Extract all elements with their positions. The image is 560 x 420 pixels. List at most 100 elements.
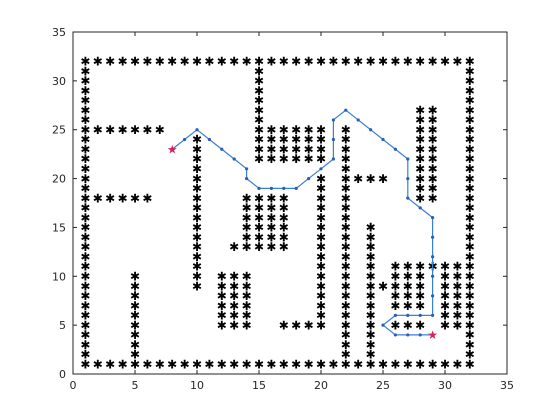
- obstacle-marker: ✱: [465, 318, 475, 332]
- obstacle-marker: ✱: [130, 357, 140, 371]
- obstacle-marker: ✱: [465, 240, 475, 254]
- obstacle-marker: ✱: [279, 230, 289, 244]
- x-tick-label: 10: [190, 379, 204, 392]
- obstacle-marker: ✱: [192, 357, 202, 371]
- obstacle-marker: ✱: [80, 191, 90, 205]
- obstacle-marker: ✱: [465, 338, 475, 352]
- obstacle-marker: ✱: [105, 123, 115, 137]
- obstacle-marker: ✱: [341, 318, 351, 332]
- obstacle-marker: ✱: [254, 211, 264, 225]
- path-point: [331, 137, 335, 142]
- obstacle-marker: ✱: [316, 123, 326, 137]
- obstacle-marker: ✱: [279, 123, 289, 137]
- obstacle-marker: ✱: [316, 191, 326, 205]
- obstacle-marker: ✱: [390, 260, 400, 274]
- obstacle-marker: ✱: [242, 299, 252, 313]
- marker-layer: ★★: [167, 143, 438, 343]
- obstacle-marker: ✱: [80, 142, 90, 156]
- obstacle-marker: ✱: [242, 211, 252, 225]
- obstacle-marker: ✱: [316, 230, 326, 244]
- obstacle-marker: ✱: [167, 55, 177, 69]
- path-point: [294, 186, 298, 190]
- obstacle-marker: ✱: [217, 289, 227, 303]
- path-point: [431, 216, 435, 220]
- obstacle-marker: ✱: [242, 240, 252, 254]
- obstacle-marker: ✱: [93, 191, 103, 205]
- obstacle-marker: ✱: [105, 55, 115, 69]
- obstacle-marker: ✱: [80, 279, 90, 293]
- obstacle-marker: ✱: [254, 84, 264, 98]
- obstacle-marker: ✱: [341, 133, 351, 147]
- obstacle-marker: ✱: [341, 182, 351, 196]
- obstacle-marker: ✱: [279, 191, 289, 205]
- obstacle-marker: ✱: [130, 309, 140, 323]
- obstacle-marker: ✱: [192, 162, 202, 176]
- path-point: [331, 118, 335, 122]
- obstacle-marker: ✱: [279, 221, 289, 235]
- obstacle-marker: ✱: [93, 123, 103, 137]
- obstacle-marker: ✱: [428, 133, 438, 147]
- obstacle-marker: ✱: [80, 260, 90, 274]
- obstacle-marker: ✱: [341, 250, 351, 264]
- obstacle-marker: ✱: [130, 191, 140, 205]
- obstacle-marker: ✱: [254, 123, 264, 137]
- obstacle-marker: ✱: [415, 172, 425, 186]
- obstacle-marker: ✱: [242, 289, 252, 303]
- obstacle-marker: ✱: [465, 289, 475, 303]
- obstacle-marker: ✱: [130, 289, 140, 303]
- obstacle-marker: ✱: [266, 201, 276, 215]
- obstacle-marker: ✱: [118, 123, 128, 137]
- obstacle-marker: ✱: [465, 74, 475, 88]
- obstacle-marker: ✱: [254, 230, 264, 244]
- x-tick-label: 35: [500, 379, 514, 392]
- obstacle-marker: ✱: [130, 269, 140, 283]
- obstacle-marker: ✱: [80, 230, 90, 244]
- obstacle-marker: ✱: [242, 230, 252, 244]
- obstacle-marker: ✱: [192, 201, 202, 215]
- obstacle-marker: ✱: [118, 357, 128, 371]
- obstacle-marker: ✱: [80, 221, 90, 235]
- obstacle-marker: ✱: [465, 191, 475, 205]
- path-point: [307, 176, 311, 181]
- obstacle-marker: ✱: [217, 309, 227, 323]
- obstacle-marker: ✱: [80, 309, 90, 323]
- obstacle-marker: ✱: [304, 123, 314, 137]
- obstacle-marker: ✱: [80, 357, 90, 371]
- obstacle-marker: ✱: [428, 191, 438, 205]
- obstacle-marker: ✱: [80, 240, 90, 254]
- obstacle-marker: ✱: [341, 221, 351, 235]
- path-point: [319, 167, 323, 171]
- obstacle-marker: ✱: [80, 123, 90, 137]
- obstacle-marker: ✱: [192, 182, 202, 196]
- path-point: [418, 206, 422, 210]
- obstacle-marker: ✱: [366, 299, 376, 313]
- obstacle-marker: ✱: [403, 269, 413, 283]
- obstacle-marker: ✱: [341, 201, 351, 215]
- path-point: [406, 157, 410, 161]
- obstacle-marker: ✱: [415, 113, 425, 127]
- obstacle-marker: ✱: [465, 103, 475, 117]
- obstacle-marker: ✱: [341, 338, 351, 352]
- obstacle-marker: ✱: [242, 55, 252, 69]
- obstacle-marker: ✱: [254, 191, 264, 205]
- path-point: [331, 157, 335, 161]
- obstacle-marker: ✱: [415, 279, 425, 293]
- obstacle-marker: ✱: [80, 201, 90, 215]
- path-point: [431, 274, 435, 278]
- obstacle-marker: ✱: [80, 133, 90, 147]
- path-point: [418, 313, 422, 317]
- obstacle-marker: ✱: [465, 230, 475, 244]
- obstacle-marker: ✱: [465, 221, 475, 235]
- obstacle-marker: ✱: [316, 142, 326, 156]
- obstacle-marker: ✱: [192, 279, 202, 293]
- obstacle-marker: ✱: [465, 55, 475, 69]
- obstacle-marker: ✱: [415, 191, 425, 205]
- obstacle-marker: ✱: [403, 289, 413, 303]
- obstacle-marker: ✱: [341, 230, 351, 244]
- obstacle-marker: ✱: [242, 221, 252, 235]
- obstacle-marker: ✱: [341, 191, 351, 205]
- obstacle-marker: ✱: [254, 240, 264, 254]
- obstacle-marker: ✱: [366, 230, 376, 244]
- obstacle-marker: ✱: [254, 74, 264, 88]
- obstacle-marker: ✱: [366, 289, 376, 303]
